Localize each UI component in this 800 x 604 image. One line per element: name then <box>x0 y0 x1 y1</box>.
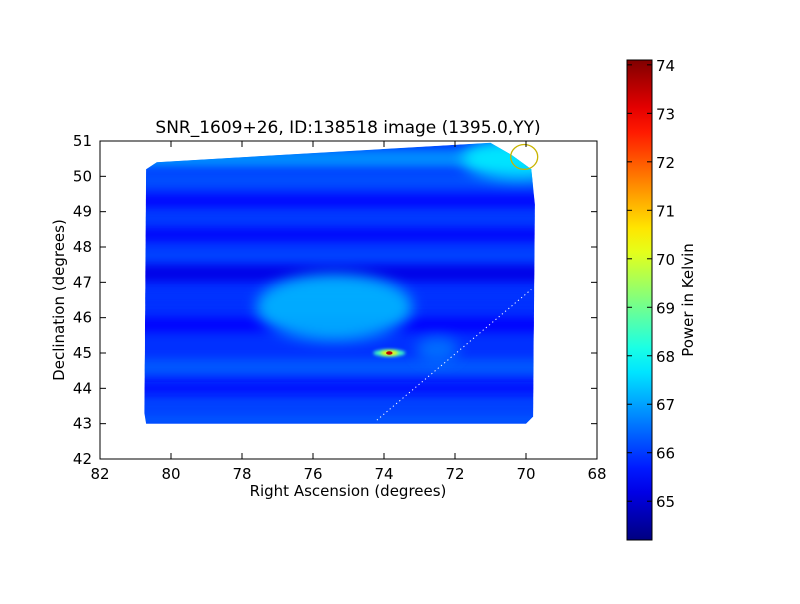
plot-area <box>144 142 539 424</box>
y-tick-label: 43 <box>73 415 92 433</box>
x-axis: 82 80 78 76 74 72 70 68 <box>90 141 607 483</box>
colorbar-tick-label: 71 <box>656 202 675 220</box>
y-tick-label: 44 <box>73 379 92 397</box>
x-tick-label: 78 <box>232 465 251 483</box>
y-tick-label: 46 <box>73 309 92 327</box>
y-tick-label: 45 <box>73 344 92 362</box>
colorbar-tick-label: 67 <box>656 396 675 414</box>
map-band <box>144 195 535 207</box>
y-tick-label: 42 <box>73 450 92 468</box>
map-band <box>144 359 535 376</box>
extended-source <box>256 273 413 341</box>
x-tick-label: 70 <box>516 465 535 483</box>
y-axis: 42 43 44 45 46 47 48 49 50 51 <box>73 132 597 468</box>
plot-frame <box>99 140 598 460</box>
northeast-corner <box>462 142 535 180</box>
y-tick-label: 47 <box>73 273 92 291</box>
colorbar-tick-label: 70 <box>656 251 675 269</box>
source-circle <box>510 143 539 170</box>
x-axis-label: Right Ascension (degrees) <box>250 482 447 500</box>
colorbar-tick-label: 66 <box>656 445 675 463</box>
x-tick-label: 82 <box>90 465 109 483</box>
colorbar-tick-label: 68 <box>656 348 675 366</box>
chart-title: SNR_1609+26, ID:138518 image (1395.0,YY) <box>155 118 540 138</box>
map-band <box>144 229 535 240</box>
colorbar-tick-label: 65 <box>656 493 675 511</box>
map-band <box>144 415 535 424</box>
x-tick-label: 80 <box>161 465 180 483</box>
y-tick-label: 48 <box>73 238 92 256</box>
map-band <box>144 171 535 188</box>
colorbar-gradient <box>626 59 653 541</box>
colorbar-label: Power in Kelvin <box>679 243 697 357</box>
y-tick-label: 50 <box>73 167 92 185</box>
dotted-line <box>376 289 532 421</box>
x-tick-label: 74 <box>374 465 393 483</box>
map-band <box>144 382 535 395</box>
y-axis-label: Declination (degrees) <box>50 219 68 381</box>
map-band <box>144 249 535 263</box>
map-band <box>144 212 535 225</box>
colorbar-tick-label: 73 <box>656 105 675 123</box>
y-tick-label: 51 <box>73 132 92 150</box>
colorbar-tick-label: 69 <box>656 299 675 317</box>
x-tick-label: 72 <box>445 465 464 483</box>
map-band <box>144 398 535 413</box>
compact-source <box>386 351 393 355</box>
colorbar-ticks: 65 66 67 68 69 70 71 72 73 74 <box>627 57 675 511</box>
colorbar-tick-label: 74 <box>656 57 675 75</box>
faint-knot <box>415 337 459 362</box>
colorbar: 65 66 67 68 69 70 71 72 73 74 Power in Kelvin <box>626 57 697 541</box>
overlay-layer <box>376 143 539 421</box>
colorbar-tick-label: 72 <box>656 154 675 172</box>
heatmap-image <box>144 142 535 424</box>
x-tick-label: 68 <box>587 465 606 483</box>
y-tick-label: 49 <box>73 203 92 221</box>
x-tick-label: 76 <box>303 465 322 483</box>
